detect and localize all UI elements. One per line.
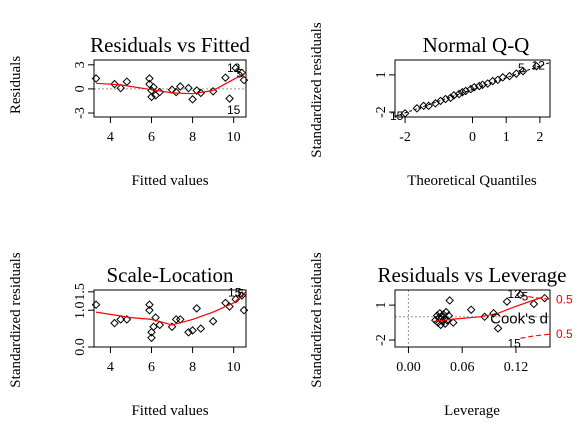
rvl-ytick-label: 1: [374, 302, 389, 309]
rvf-ytick-label: -3: [73, 107, 88, 119]
rvl-point-label: 5: [522, 289, 529, 303]
rvl-title: Residuals vs Leverage: [378, 263, 567, 287]
rvl-ytick-label: -2: [374, 334, 389, 346]
rvl-point-14: [446, 297, 453, 304]
sl-xtick-label: 10: [227, 360, 241, 375]
sl-xtick-label: 6: [148, 360, 155, 375]
rvf-xtick-label: 6: [148, 130, 155, 145]
sl-ytick-label: 0.0: [73, 338, 88, 356]
rvf-xtick-label: 8: [189, 130, 196, 145]
rvf-point-14: [185, 84, 192, 91]
rvf-ylabel: Residuals: [8, 56, 24, 114]
rvl-panel: 12 5 15 Cook's d 0.5 0.5 0.00 0.06 0.12 -2 1: [374, 287, 573, 375]
sl-point-18: [210, 318, 217, 325]
rvf-title: Residuals vs Fitted: [90, 33, 250, 57]
rvf-point-label: 5: [236, 67, 243, 81]
rvf-xtick-label: 10: [227, 130, 241, 145]
sl-ytick-label: 1.5: [73, 283, 88, 301]
qq-panel: 155 12-2 0 1 2-21: [374, 59, 550, 145]
rvf-point-15: [189, 96, 196, 103]
rvf-point-label: 15: [227, 103, 241, 117]
sl-point-1: [111, 319, 118, 326]
rvl-point-23: [541, 295, 548, 302]
rvl-xlabel: Leverage: [444, 403, 500, 419]
sl-point-17: [197, 325, 204, 332]
sl-point-16: [193, 305, 200, 312]
sl-plot-frame: [94, 290, 246, 347]
qq-ytick-label: -2: [374, 106, 389, 118]
rvf-panel: 125 15 4 6 8 10 -3 0 3: [73, 60, 248, 145]
cooks-distance-legend: Cook's d: [490, 311, 548, 328]
qq-xlabel: Theoretical Quantiles: [407, 173, 537, 189]
rvf-ytick-label: 0: [73, 85, 88, 92]
qq-point-label: 12: [532, 59, 546, 73]
rvl-point-label: 12: [507, 287, 521, 301]
qq-point-label: 5: [518, 61, 525, 75]
qq-title: Normal Q-Q: [423, 33, 530, 57]
cook-contour-label: 0.5: [556, 327, 573, 341]
sl-xtick-label: 8: [189, 360, 196, 375]
qq-ylabel: Standardized residuals: [309, 22, 325, 158]
rvl-xtick-label: 0.00: [396, 360, 421, 375]
rvf-xlabel: Fitted values: [131, 173, 208, 189]
rvl-point-16: [468, 306, 475, 313]
sl-xlabel: Fitted values: [131, 403, 208, 419]
cook-contour-label: 0.5: [556, 292, 573, 306]
rvf-point-10: [156, 89, 163, 96]
rvf-point-19: [222, 74, 229, 81]
sl-xtick-label: 4: [107, 360, 114, 375]
qq-point-label: 15: [390, 109, 404, 123]
rvf-xtick-label: 4: [107, 130, 114, 145]
rvf-ytick-label: 3: [73, 61, 88, 68]
qq-xtick-label: 0: [469, 130, 476, 145]
rvl-xtick-label: 0.12: [504, 360, 529, 375]
qq-xtick-label: 2: [536, 130, 543, 145]
rvf-point-3: [123, 78, 130, 85]
sl-ylabel: Standardized residuals: [8, 252, 24, 388]
sl-smoother-line: [96, 292, 246, 325]
cook-distance-curve-lower: [520, 334, 550, 338]
rvl-xtick-label: 0.06: [450, 360, 475, 375]
qq-xtick-label: 1: [503, 130, 510, 145]
sl-point-label: 5: [238, 287, 245, 301]
sl-ytick-label: 1.0: [73, 301, 88, 319]
qq-ytick-label: 1: [374, 71, 389, 78]
rvf-point-20: [226, 95, 233, 102]
rvl-point-label: 15: [507, 337, 521, 351]
rvl-ylabel: Standardized residuals: [309, 252, 325, 388]
sl-panel: 155 4 6 8 10 0.0 1.01.5: [73, 283, 248, 375]
sl-title: Scale-Location: [106, 263, 234, 287]
qq-xtick-label: -2: [399, 130, 411, 145]
